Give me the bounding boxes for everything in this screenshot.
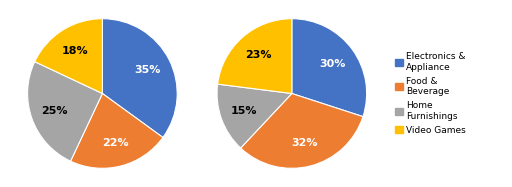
- Text: 22%: 22%: [102, 138, 129, 148]
- Wedge shape: [217, 84, 292, 148]
- Text: 35%: 35%: [135, 65, 161, 75]
- Wedge shape: [241, 94, 363, 168]
- Wedge shape: [102, 19, 177, 137]
- Text: 32%: 32%: [291, 138, 318, 148]
- Wedge shape: [71, 94, 163, 168]
- Legend: Electronics &
Appliance, Food &
Beverage, Home
Furnishings, Video Games: Electronics & Appliance, Food & Beverage…: [394, 51, 468, 136]
- Wedge shape: [28, 62, 102, 161]
- Text: 15%: 15%: [231, 106, 257, 116]
- Text: 23%: 23%: [245, 50, 271, 60]
- Wedge shape: [35, 19, 102, 94]
- Text: 18%: 18%: [62, 46, 89, 56]
- Wedge shape: [218, 19, 292, 94]
- Text: 25%: 25%: [41, 106, 68, 116]
- Wedge shape: [292, 19, 367, 117]
- Text: 30%: 30%: [320, 59, 346, 69]
